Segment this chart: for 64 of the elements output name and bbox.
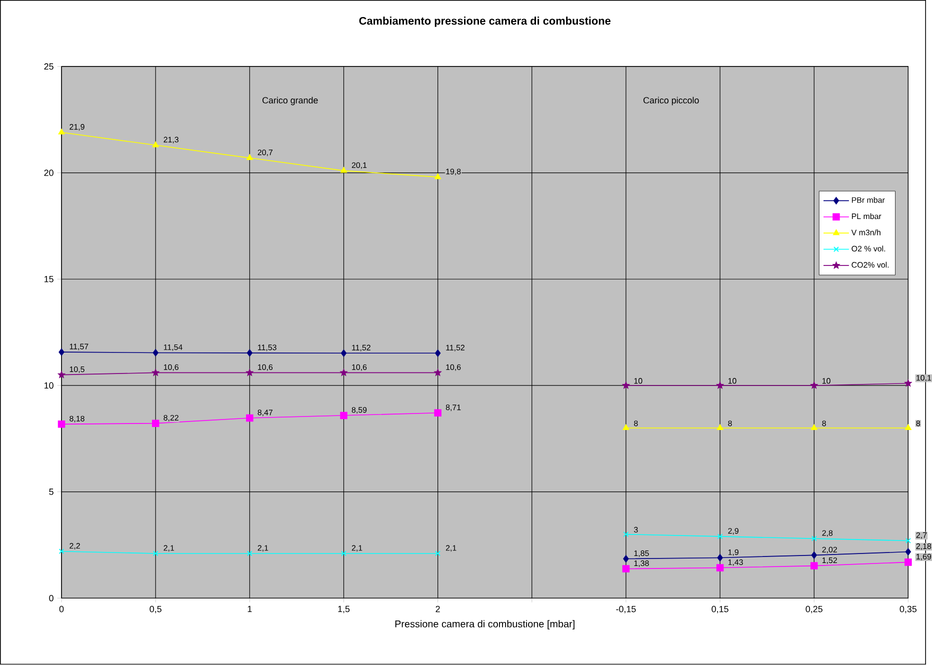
point (716, 424, 724, 430)
point (622, 424, 630, 430)
x-tick-label: 0,5 (150, 606, 162, 614)
point (341, 550, 346, 556)
y-tick-label: 0 (49, 595, 54, 602)
point (811, 536, 817, 542)
point (58, 371, 65, 378)
point (152, 349, 158, 357)
y-tick-label: 5 (49, 488, 54, 496)
y-tick-label: 25 (44, 63, 54, 70)
point (434, 174, 442, 180)
point (340, 412, 348, 420)
x-tick-label: 0 (59, 606, 64, 612)
point (434, 409, 442, 417)
point (152, 420, 160, 428)
annotation: Carico grande (262, 97, 318, 106)
point (716, 564, 724, 572)
y-tick-label: 20 (44, 170, 54, 176)
point (246, 414, 254, 422)
point (246, 349, 252, 357)
point (435, 550, 441, 556)
point (434, 369, 442, 376)
x-tick-label: -0,15 (616, 606, 636, 614)
point (246, 550, 252, 556)
point (246, 369, 254, 376)
point (810, 562, 818, 570)
point (340, 167, 347, 173)
point (58, 348, 64, 356)
point (810, 382, 818, 389)
point (716, 382, 724, 389)
point (340, 369, 348, 376)
point (152, 369, 160, 376)
point (152, 142, 159, 148)
point (340, 350, 347, 357)
point (623, 555, 629, 563)
y-tick-label: 15 (44, 276, 54, 282)
annotation: Carico piccolo (643, 97, 699, 106)
chart-title: Cambiamento pressione camera di combustione (359, 16, 611, 28)
point (623, 532, 629, 538)
point (58, 128, 65, 135)
point (434, 350, 441, 357)
x-tick-label: 2 (436, 606, 440, 612)
point (246, 154, 253, 160)
point (58, 420, 66, 428)
x-tick-label: 1 (248, 606, 252, 612)
x-tick-label: 1,5 (338, 606, 350, 614)
x-tick-label: 0,25 (806, 606, 822, 614)
y-tick-label: 10 (44, 382, 54, 389)
point (810, 424, 818, 430)
point (905, 548, 912, 556)
x-tick-label: 0,15 (712, 606, 728, 614)
point (904, 558, 912, 566)
point (152, 550, 158, 556)
point (622, 382, 630, 389)
x-tick-label: 0,35 (900, 606, 917, 614)
point (58, 548, 64, 554)
point (622, 565, 630, 573)
point (904, 424, 912, 430)
point (905, 538, 911, 544)
x-axis-title: Pressione camera di combustione [mbar] (395, 620, 574, 630)
point (904, 380, 912, 387)
point (811, 552, 817, 559)
point (717, 554, 723, 562)
point (717, 534, 723, 540)
